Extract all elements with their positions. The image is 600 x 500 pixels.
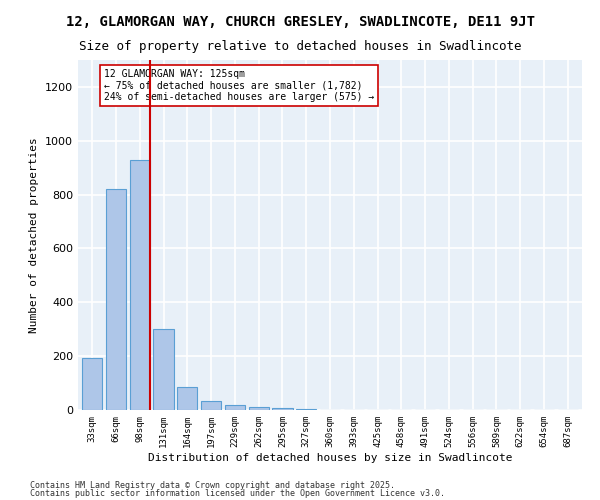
X-axis label: Distribution of detached houses by size in Swadlincote: Distribution of detached houses by size … — [148, 452, 512, 462]
Y-axis label: Number of detached properties: Number of detached properties — [29, 137, 40, 333]
Text: 12, GLAMORGAN WAY, CHURCH GRESLEY, SWADLINCOTE, DE11 9JT: 12, GLAMORGAN WAY, CHURCH GRESLEY, SWADL… — [65, 15, 535, 29]
Bar — [225, 405, 245, 410]
Bar — [201, 400, 221, 410]
Text: Contains public sector information licensed under the Open Government Licence v3: Contains public sector information licen… — [30, 488, 445, 498]
Bar — [177, 387, 197, 410]
Bar — [106, 189, 126, 410]
Bar — [130, 160, 150, 410]
Text: 12 GLAMORGAN WAY: 125sqm
← 75% of detached houses are smaller (1,782)
24% of sem: 12 GLAMORGAN WAY: 125sqm ← 75% of detach… — [104, 69, 374, 102]
Bar — [82, 358, 103, 410]
Bar — [272, 408, 293, 410]
Text: Contains HM Land Registry data © Crown copyright and database right 2025.: Contains HM Land Registry data © Crown c… — [30, 481, 395, 490]
Bar — [248, 407, 269, 410]
Text: Size of property relative to detached houses in Swadlincote: Size of property relative to detached ho… — [79, 40, 521, 53]
Bar — [154, 329, 173, 410]
